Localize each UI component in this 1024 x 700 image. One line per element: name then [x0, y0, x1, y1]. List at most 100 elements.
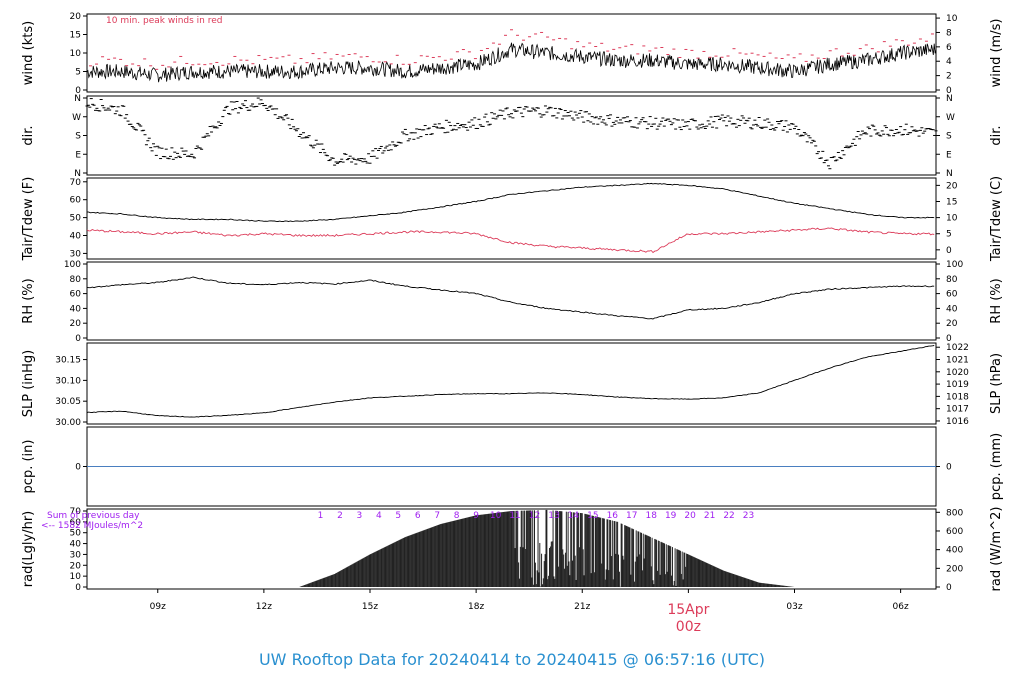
dir-left-tick-label: W — [72, 113, 81, 123]
dir-ylabel-left: dir. — [21, 125, 36, 145]
wind-peak-annotation: 10 min. peak winds in red — [106, 16, 223, 26]
x-tick-label: 09z — [150, 602, 166, 612]
slp-panel-frame — [86, 342, 937, 425]
x-tick-label: 03z — [786, 602, 802, 612]
wind-left-tick-label: 10 — [70, 49, 82, 59]
rad-right-tick-label: 800 — [946, 508, 963, 518]
solar-hour-mark: 6 — [415, 511, 421, 521]
slp-ylabel-left: SLP (inHg) — [21, 350, 36, 418]
wind-right-tick-label: 2 — [946, 72, 952, 82]
x-tick-label: 15z — [362, 602, 378, 612]
wind-right-tick-label: 0 — [946, 86, 952, 96]
solar-hour-mark: 23 — [743, 511, 754, 521]
slp-line — [86, 345, 935, 418]
dir-right-tick-label: W — [946, 113, 955, 123]
rh-left-tick-label: 0 — [75, 334, 81, 344]
solar-hour-mark: 3 — [357, 511, 363, 521]
x-tick-label: 06z — [893, 602, 909, 612]
x-tick-label: 12z — [256, 602, 272, 612]
solar-hour-mark: 12 — [529, 511, 540, 521]
wind-ylabel-left: wind (kts) — [21, 21, 36, 85]
dir-right-tick-label: S — [946, 132, 952, 142]
temp-right-tick-label: 0 — [946, 246, 952, 256]
slp-ylabel-right: SLP (hPa) — [989, 353, 1004, 414]
wind-left-tick-label: 5 — [75, 68, 81, 78]
slp-right-tick-label: 1016 — [946, 417, 969, 427]
slp-left-tick-label: 30.15 — [55, 356, 81, 366]
rh-right-tick-label: 100 — [946, 260, 963, 270]
temp-left-tick-label: 60 — [70, 196, 82, 206]
rh-panel-frame — [86, 261, 937, 341]
solar-hour-mark: 20 — [684, 511, 696, 521]
rad-right-tick-label: 200 — [946, 564, 963, 574]
rh-right-tick-label: 80 — [946, 275, 958, 285]
rad-panel-frame — [86, 508, 937, 590]
x-tick-label: 21z — [574, 602, 590, 612]
temp-left-tick-label: 30 — [70, 249, 82, 259]
temp-panel-frame — [86, 177, 937, 260]
solar-sum-value: <-- 1582 MJoules/m^2 — [41, 521, 143, 531]
rad-left-tick-label: 40 — [70, 540, 82, 550]
x-date-label: 15Apr — [667, 602, 709, 618]
dir-right-tick-label: E — [946, 150, 952, 160]
x-date-sublabel: 00z — [676, 619, 701, 635]
rh-ylabel-right: RH (%) — [989, 278, 1004, 323]
temp-right-tick-label: 20 — [946, 181, 958, 191]
slp-right-tick-label: 1021 — [946, 356, 969, 366]
solar-hour-mark: 9 — [473, 511, 479, 521]
solar-hour-mark: 22 — [723, 511, 734, 521]
solar-hour-mark: 17 — [626, 511, 637, 521]
pcp-left-tick-label: 0 — [75, 463, 81, 473]
wind-right-tick-label: 6 — [946, 43, 952, 53]
wind-ylabel-right: wind (m/s) — [989, 19, 1004, 88]
slp-right-tick-label: 1022 — [946, 343, 969, 353]
solar-hour-mark: 1 — [318, 511, 324, 521]
rad-ylabel-left: rad(Lgly/hr) — [21, 511, 36, 587]
rad-left-tick-label: 30 — [70, 550, 82, 560]
rh-right-tick-label: 60 — [946, 290, 958, 300]
wind-speed-line — [86, 42, 937, 83]
solar-hour-mark: 4 — [376, 511, 382, 521]
temp-right-tick-label: 5 — [946, 230, 952, 240]
rh-left-tick-label: 60 — [70, 290, 82, 300]
solar-sum-label: Sum of previous day — [47, 511, 140, 521]
wind-right-tick-label: 8 — [946, 28, 952, 38]
solar-hour-mark: 2 — [337, 511, 343, 521]
temp-right-tick-label: 15 — [946, 197, 957, 207]
solar-hour-mark: 16 — [607, 511, 619, 521]
rad-right-tick-label: 600 — [946, 527, 963, 537]
wind-left-tick-label: 15 — [70, 31, 81, 41]
solar-hour-mark: 11 — [509, 511, 520, 521]
slp-right-tick-label: 1020 — [946, 368, 969, 378]
wind-right-tick-label: 4 — [946, 57, 952, 67]
rad-right-tick-label: 0 — [946, 583, 952, 593]
rh-right-tick-label: 20 — [946, 319, 958, 329]
wind-left-tick-label: 20 — [70, 12, 82, 22]
solar-hour-mark: 19 — [665, 511, 677, 521]
rh-left-tick-label: 80 — [70, 275, 82, 285]
dir-right-tick-label: N — [946, 169, 953, 179]
solar-hour-mark: 21 — [704, 511, 715, 521]
rad-ylabel-right: rad (W/m^2) — [989, 507, 1004, 592]
rh-line — [86, 276, 935, 320]
temp-left-tick-label: 40 — [70, 232, 82, 242]
solar-hour-mark: 18 — [646, 511, 658, 521]
solar-hour-mark: 14 — [568, 511, 580, 521]
rh-right-tick-label: 0 — [946, 334, 952, 344]
slp-right-tick-label: 1017 — [946, 405, 969, 415]
rh-left-tick-label: 100 — [64, 260, 81, 270]
rad-left-tick-label: 0 — [75, 583, 81, 593]
x-tick-label: 18z — [468, 602, 484, 612]
solar-hour-mark: 13 — [548, 511, 559, 521]
slp-left-tick-label: 30.10 — [55, 376, 81, 386]
temp-left-tick-label: 70 — [70, 178, 82, 188]
rh-right-tick-label: 40 — [946, 304, 958, 314]
rh-ylabel-left: RH (%) — [21, 278, 36, 323]
solar-hour-mark: 7 — [434, 511, 440, 521]
temp-right-tick-label: 10 — [946, 214, 958, 224]
solar-hour-mark: 8 — [454, 511, 460, 521]
wind-left-tick-label: 0 — [75, 86, 81, 96]
rad-left-tick-label: 50 — [70, 529, 82, 539]
